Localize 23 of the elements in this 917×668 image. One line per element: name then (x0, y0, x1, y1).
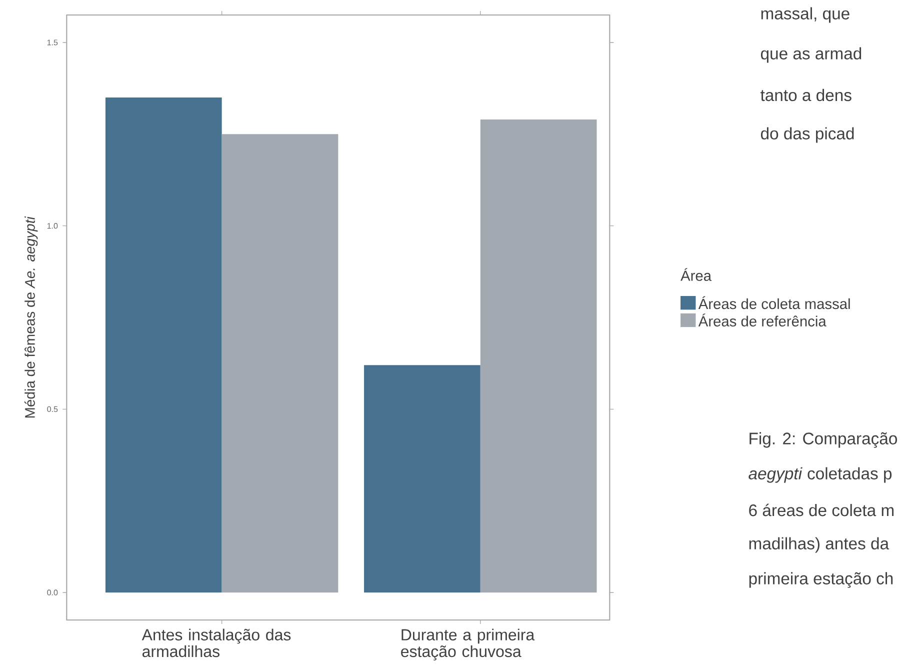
x-tick-label: Durante a primeira estação chuvosa (401, 628, 535, 660)
caption: Fig. 2: Comparação (750, 432, 897, 448)
bar (105, 97, 222, 592)
bar (364, 365, 480, 592)
y-tick-label: 1.5 (47, 40, 58, 46)
bar (480, 119, 597, 592)
legend-title: Área (680, 268, 712, 281)
legend-label: Áreas de coleta massal (698, 296, 850, 310)
y-tick-label: 0.0 (47, 590, 58, 596)
y-tick-label: 1.0 (47, 223, 58, 229)
text: do das picad (760, 127, 854, 143)
text: tanto a dens (760, 88, 852, 102)
text: que as armad (760, 47, 862, 63)
text: aegypti coletadas p (748, 467, 892, 483)
x-tick-label: Antes instalação das armadilhas (142, 628, 291, 658)
text: madilhas) antes da (749, 537, 890, 553)
y-tick-label: 0.5 (47, 406, 58, 412)
text: massal, que (761, 7, 850, 23)
y-axis-title: Média de fêmeas de Ae. aegypti (24, 216, 38, 418)
text: 6 áreas de coleta m (749, 504, 894, 516)
bar (222, 134, 338, 592)
text: primeira estação ch (749, 572, 893, 588)
legend-label: Áreas de referência (698, 314, 826, 326)
